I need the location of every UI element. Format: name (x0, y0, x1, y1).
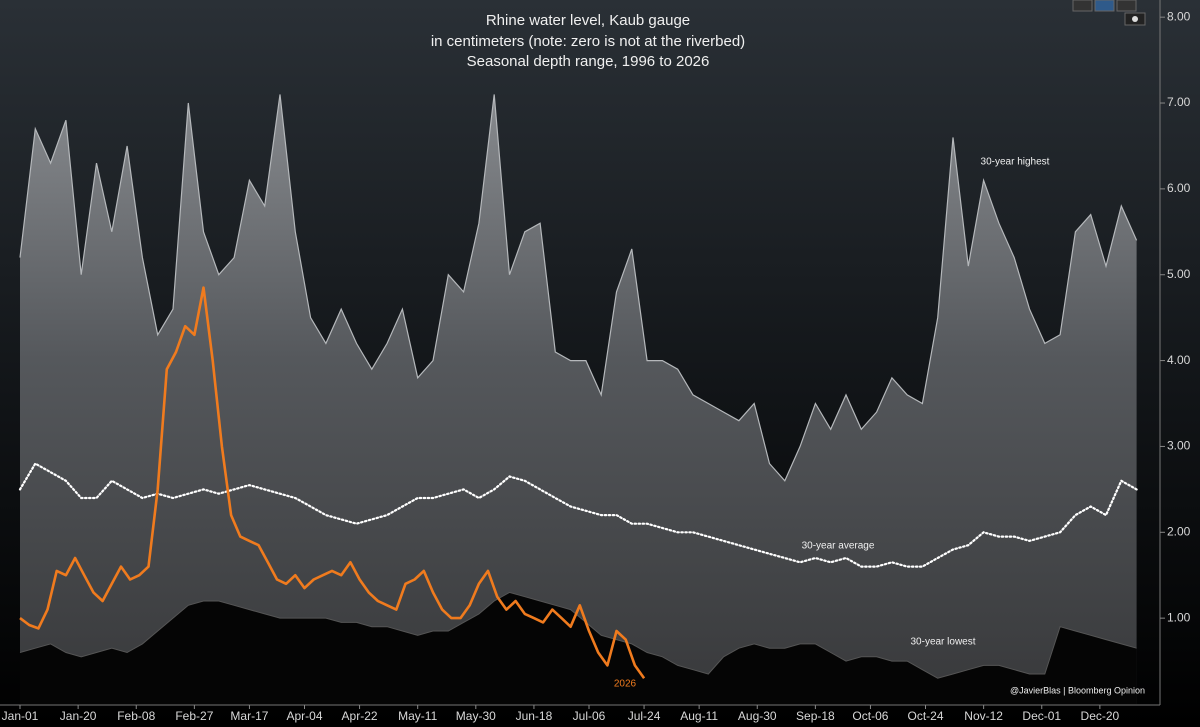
chart-title: Rhine water level, Kaub gauge (486, 12, 690, 29)
x-tick-label: Jan-01 (2, 709, 39, 723)
x-tick-label: Feb-08 (117, 709, 155, 723)
current-year-line (19, 286, 646, 679)
x-tick-label: Apr-22 (342, 709, 378, 723)
y-tick-label: 1.00 (1167, 610, 1191, 624)
draw-button[interactable] (1094, 0, 1115, 12)
x-tick-label: Aug-11 (680, 709, 718, 723)
x-tick-label: Jul-24 (628, 709, 661, 723)
series-label: 30-year lowest (910, 637, 975, 648)
x-tick-label: Aug-30 (738, 709, 777, 723)
x-tick-label: May-11 (398, 709, 437, 723)
y-tick-label: 5.00 (1167, 267, 1191, 281)
chart-subtitle: in centimeters (note: zero is not at the… (431, 33, 745, 50)
x-tick-label: Oct-06 (852, 709, 888, 723)
x-tick-label: Dec-01 (1022, 709, 1061, 723)
x-tick-label: Jul-06 (573, 709, 606, 723)
series-label: 2026 (614, 679, 637, 690)
series-label: 30-year highest (981, 157, 1050, 168)
x-tick-label: Sep-18 (796, 709, 835, 723)
settings-icon (1132, 16, 1138, 22)
x-tick-label: May-30 (456, 709, 496, 723)
pan-button[interactable] (1072, 0, 1093, 12)
chart-subtitle: Seasonal depth range, 1996 to 2026 (467, 53, 710, 70)
x-tick-label: Jun-18 (516, 709, 553, 723)
series-label: 30-year average (802, 541, 875, 552)
average-line (18, 462, 1138, 568)
highest-area (20, 94, 1137, 704)
toolbar (1072, 0, 1146, 26)
x-tick-label: Jan-20 (60, 709, 97, 723)
y-tick-label: 3.00 (1167, 439, 1191, 453)
x-tick-label: Dec-20 (1081, 709, 1120, 723)
y-tick-label: 4.00 (1167, 353, 1191, 367)
x-tick-label: Oct-24 (907, 709, 943, 723)
y-tick-label: 7.00 (1167, 95, 1191, 109)
plot-area (18, 94, 1138, 704)
lowest-area (20, 592, 1137, 704)
x-tick-label: Mar-17 (230, 709, 268, 723)
x-tick-label: Nov-12 (964, 709, 1003, 723)
x-tick-label: Apr-04 (286, 709, 322, 723)
zoom-button[interactable] (1116, 0, 1137, 12)
lowest-edge (19, 591, 1137, 679)
x-tick-label: Feb-27 (175, 709, 213, 723)
source: @JavierBlas | Bloomberg Opinion (1010, 685, 1145, 695)
y-tick-label: 6.00 (1167, 181, 1191, 195)
highest-edge (19, 94, 1138, 482)
y-tick-label: 8.00 (1167, 9, 1191, 23)
y-tick-label: 2.00 (1167, 524, 1191, 538)
